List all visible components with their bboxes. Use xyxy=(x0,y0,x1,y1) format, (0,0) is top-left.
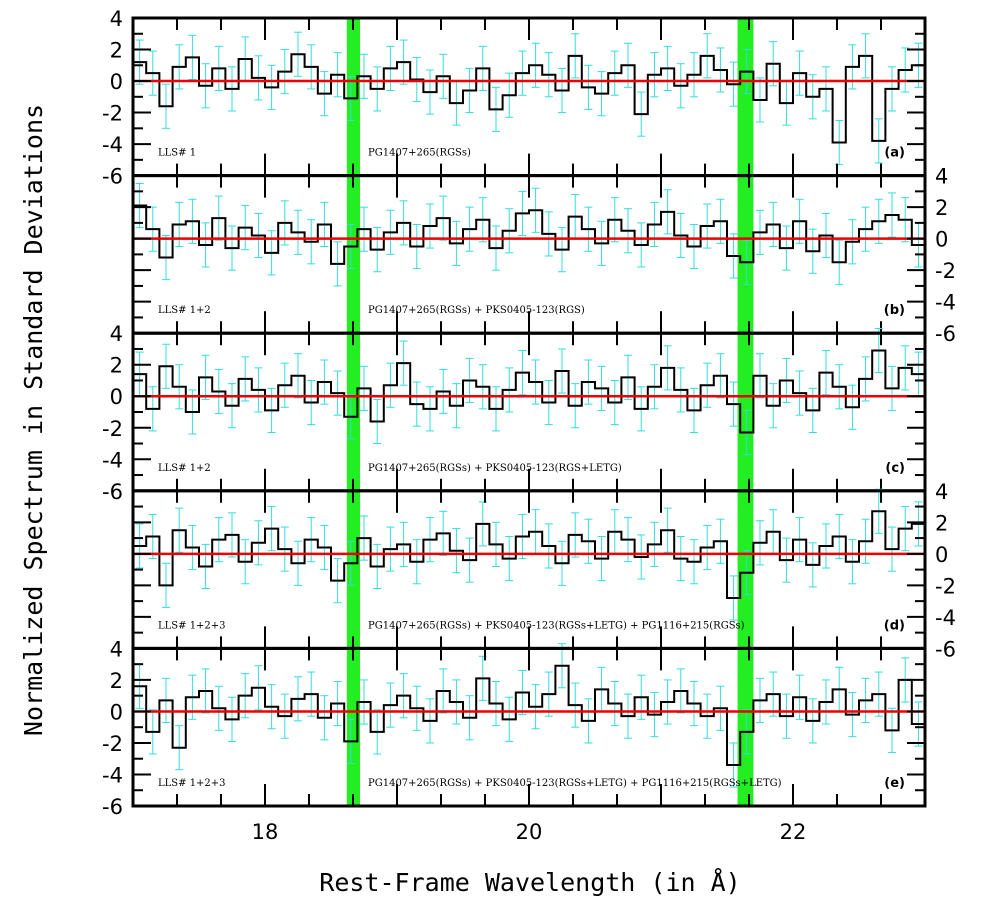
lls-label: LLS# 1+2 xyxy=(158,463,211,474)
spectrum-line xyxy=(133,664,925,767)
y-tick-label: 0 xyxy=(110,385,123,409)
spectrum-line xyxy=(133,53,925,144)
x-tick-label: 20 xyxy=(516,820,543,844)
panel-tag: (b) xyxy=(884,303,905,318)
y-tick-label: 2 xyxy=(935,196,948,220)
y-tick-label: -6 xyxy=(102,795,123,819)
source-label: PG1407+265(RGSs) + PKS0405-123(RGSs+LETG… xyxy=(368,778,782,789)
panel-c: 4 2 0 -2 -4 -6 LLS# 1+2 PG1407+265(RGSs) + PKS0… xyxy=(102,322,927,504)
lls-label: LLS# 1+2+3 xyxy=(158,778,226,789)
y-tick-label: 2 xyxy=(110,354,123,378)
y-tick-label: -2 xyxy=(935,259,956,283)
y-tick-label: -2 xyxy=(102,102,123,126)
lls-label: LLS# 1+2 xyxy=(158,305,211,316)
y-tick-label: 4 xyxy=(935,480,948,504)
y-tick-label: -4 xyxy=(102,448,123,472)
y-tick-label: -6 xyxy=(935,637,956,661)
panel-tag: (d) xyxy=(884,618,905,633)
panel-a: 4 2 0 -2 -4 -6 LLS# 1 PG1407+265(RGSs) (a) xyxy=(102,7,927,189)
panel-tag: (c) xyxy=(885,461,905,476)
source-label: PG1407+265(RGSs) + PKS0405-123(RGS) xyxy=(368,305,585,316)
y-tick-label: 0 xyxy=(110,70,123,94)
source-label: PG1407+265(RGSs) + PKS0405-123(RGSs+LETG… xyxy=(368,620,745,631)
panel-d: 4 2 0 -2 -4 -6 LLS# 1+2+3 PG1407+265(RGSs) + PK… xyxy=(131,480,956,661)
y-tick-label: -6 xyxy=(935,322,956,346)
panel-tag: (e) xyxy=(884,776,905,791)
highlight-band xyxy=(737,18,754,806)
spectrum-line xyxy=(133,510,925,599)
y-tick-label: 0 xyxy=(110,700,123,724)
y-tick-label: -6 xyxy=(102,165,123,189)
y-tick-label: -4 xyxy=(102,763,123,787)
x-tick-label: 18 xyxy=(252,820,279,844)
spectrum-line xyxy=(133,204,925,265)
y-tick-label: 2 xyxy=(110,39,123,63)
y-tick-label: -4 xyxy=(935,291,956,315)
highlight-bands xyxy=(346,18,754,806)
y-tick-label: 4 xyxy=(110,7,123,31)
y-tick-label: 2 xyxy=(935,511,948,535)
y-tick-label: 0 xyxy=(935,543,948,567)
x-tick-label: 22 xyxy=(780,820,807,844)
highlight-band xyxy=(346,18,361,806)
source-label: PG1407+265(RGSs) + PKS0405-123(RGS+LETG) xyxy=(368,463,622,474)
y-tick-label: -4 xyxy=(102,133,123,157)
panel-b: 4 2 0 -2 -4 -6 LLS# 1+2 PG1407+265(RGSs) + PKS0… xyxy=(131,165,956,346)
spectrum-line xyxy=(133,349,925,434)
y-tick-label: -2 xyxy=(935,574,956,598)
y-tick-label: 2 xyxy=(110,669,123,693)
x-axis-label: Rest-Frame Wavelength (in Å) xyxy=(319,868,740,897)
y-tick-label: 4 xyxy=(935,165,948,189)
y-tick-label: 4 xyxy=(110,322,123,346)
y-tick-label: -4 xyxy=(935,606,956,630)
y-tick-label: -2 xyxy=(102,417,123,441)
y-tick-label: 4 xyxy=(110,637,123,661)
y-tick-label: 0 xyxy=(935,228,948,252)
panel-e: 4 2 0 -2 -4 -6 LLS# 1+2+3 PG1407+265(RGSs) + PK… xyxy=(102,637,927,819)
y-axis-label: Normalized Spectrum in Standard Deviatio… xyxy=(19,104,48,736)
lls-label: LLS# 1 xyxy=(158,148,196,159)
lls-label: LLS# 1+2+3 xyxy=(158,620,226,631)
y-tick-label: -6 xyxy=(102,480,123,504)
panel-tag: (a) xyxy=(884,146,905,161)
source-label: PG1407+265(RGSs) xyxy=(368,148,471,159)
y-tick-label: -2 xyxy=(102,732,123,756)
